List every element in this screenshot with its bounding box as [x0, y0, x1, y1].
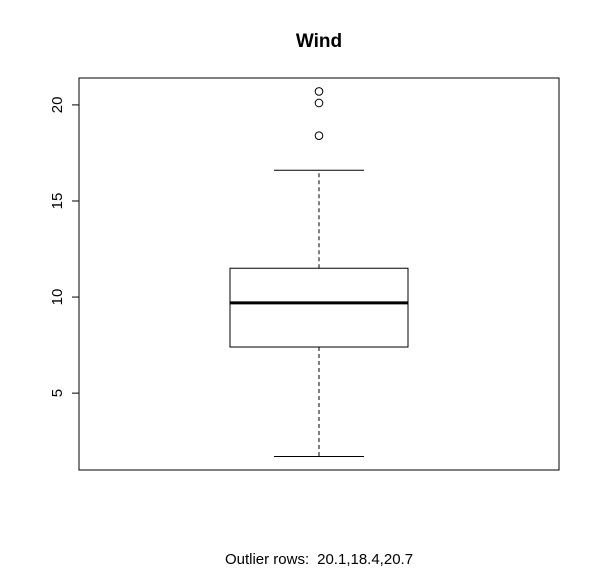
y-tick-label: 10 — [49, 289, 66, 306]
outlier-point — [314, 87, 324, 96]
outlier-rows-label: Outlier rows: — [225, 551, 309, 568]
outlier-rows-values: 20.1,18.4,20.7 — [317, 551, 413, 568]
iqr-box — [229, 267, 409, 348]
outlier-point — [314, 98, 324, 108]
outlier-point — [314, 131, 324, 140]
outlier-rows-caption: Outlier rows: 20.1,18.4,20.7 — [225, 551, 413, 568]
chart-title: Wind — [296, 31, 342, 52]
y-tick-label: 15 — [49, 193, 66, 210]
y-tick-label: 20 — [49, 97, 66, 114]
boxplot-group — [229, 87, 409, 458]
y-tick-label: 5 — [49, 389, 66, 397]
y-axis: 5 10 15 20 — [49, 97, 80, 397]
